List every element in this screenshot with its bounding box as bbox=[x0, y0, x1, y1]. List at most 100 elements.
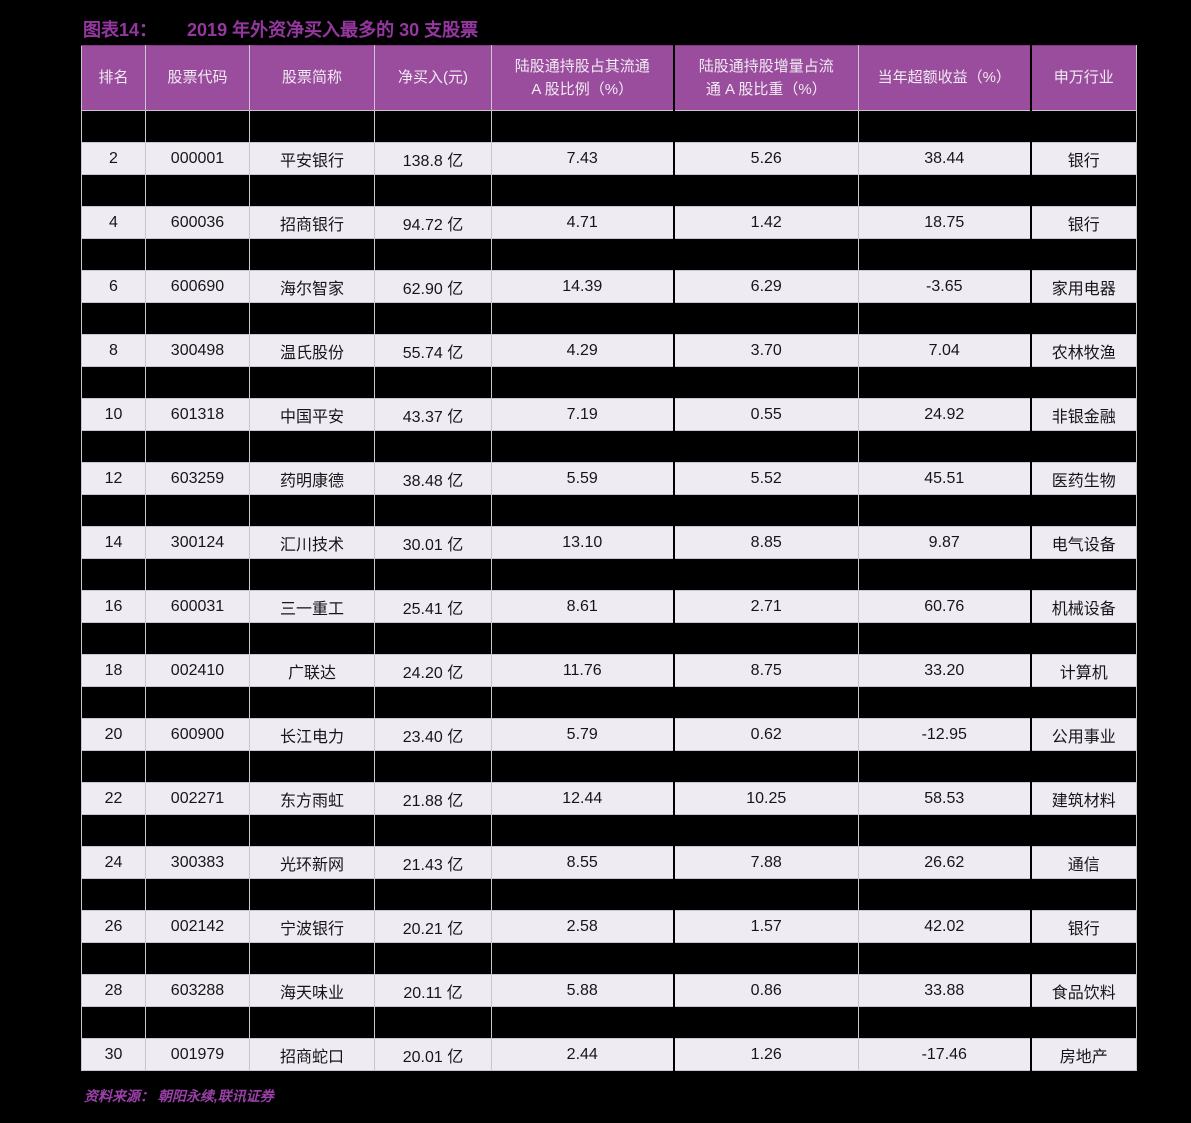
cell-holding-pct bbox=[491, 366, 674, 399]
cell-name: 海尔智家 bbox=[249, 270, 375, 303]
cell-rank: 2 bbox=[81, 142, 146, 175]
cell-excess-return: 33.20 bbox=[858, 654, 1031, 687]
cell-increment-pct bbox=[672, 174, 859, 207]
cell-holding-pct: 13.10 bbox=[491, 526, 674, 559]
table-row: 30 001979 招商蛇口 20.01 亿 2.44 1.26 -17.46 房地产 bbox=[81, 1038, 1137, 1071]
table-row-redacted bbox=[81, 110, 1137, 143]
cell-industry bbox=[1029, 878, 1137, 911]
cell-industry: 建筑材料 bbox=[1029, 782, 1137, 815]
cell-industry: 电气设备 bbox=[1029, 526, 1137, 559]
cell-holding-pct: 5.88 bbox=[491, 974, 674, 1007]
cell-increment-pct bbox=[672, 366, 859, 399]
cell-excess-return: 45.51 bbox=[858, 462, 1031, 495]
cell-rank: 6 bbox=[81, 270, 146, 303]
cell-net-buy bbox=[374, 878, 492, 911]
cell-rank bbox=[81, 750, 146, 783]
cell-industry: 计算机 bbox=[1029, 654, 1137, 687]
cell-rank bbox=[81, 942, 146, 975]
cell-industry: 农林牧渔 bbox=[1029, 334, 1137, 367]
cell-increment-pct: 1.57 bbox=[672, 910, 859, 943]
cell-excess-return bbox=[858, 558, 1031, 591]
cell-rank: 22 bbox=[81, 782, 146, 815]
cell-increment-pct bbox=[672, 302, 859, 335]
cell-code bbox=[145, 430, 250, 463]
cell-holding-pct bbox=[491, 558, 674, 591]
cell-industry: 医药生物 bbox=[1029, 462, 1137, 495]
col-header-excess-return: 当年超额收益（%） bbox=[858, 45, 1031, 111]
col-header-industry: 申万行业 bbox=[1029, 45, 1137, 111]
figure-title: 图表14： 2019 年外资净买入最多的 30 支股票 bbox=[83, 16, 478, 42]
cell-code bbox=[145, 238, 250, 271]
cell-name bbox=[249, 430, 375, 463]
cell-name bbox=[249, 750, 375, 783]
cell-excess-return bbox=[858, 110, 1031, 143]
cell-industry bbox=[1029, 622, 1137, 655]
cell-increment-pct bbox=[672, 942, 859, 975]
table-row: 8 300498 温氏股份 55.74 亿 4.29 3.70 7.04 农林牧渔 bbox=[81, 334, 1137, 367]
cell-net-buy: 62.90 亿 bbox=[374, 270, 492, 303]
cell-name: 东方雨虹 bbox=[249, 782, 375, 815]
cell-net-buy bbox=[374, 494, 492, 527]
cell-excess-return bbox=[858, 174, 1031, 207]
cell-holding-pct bbox=[491, 1006, 674, 1039]
cell-rank bbox=[81, 814, 146, 847]
table-row: 16 600031 三一重工 25.41 亿 8.61 2.71 60.76 机械设备 bbox=[81, 590, 1137, 623]
cell-code bbox=[145, 878, 250, 911]
cell-holding-pct: 2.58 bbox=[491, 910, 674, 943]
cell-holding-pct: 5.59 bbox=[491, 462, 674, 495]
cell-net-buy bbox=[374, 174, 492, 207]
table-row-redacted bbox=[81, 558, 1137, 591]
cell-holding-pct: 12.44 bbox=[491, 782, 674, 815]
cell-code: 600690 bbox=[145, 270, 250, 303]
cell-rank: 26 bbox=[81, 910, 146, 943]
table-row-redacted bbox=[81, 686, 1137, 719]
cell-rank bbox=[81, 1006, 146, 1039]
table-row: 14 300124 汇川技术 30.01 亿 13.10 8.85 9.87 电气设备 bbox=[81, 526, 1137, 559]
cell-holding-pct bbox=[491, 174, 674, 207]
table-row-redacted bbox=[81, 1006, 1137, 1039]
table-row: 28 603288 海天味业 20.11 亿 5.88 0.86 33.88 食品饮料 bbox=[81, 974, 1137, 1007]
cell-holding-pct: 4.71 bbox=[491, 206, 674, 239]
cell-name: 广联达 bbox=[249, 654, 375, 687]
col-header-rank: 排名 bbox=[81, 45, 146, 111]
cell-industry bbox=[1029, 750, 1137, 783]
cell-code bbox=[145, 366, 250, 399]
cell-net-buy: 20.21 亿 bbox=[374, 910, 492, 943]
table-row: 6 600690 海尔智家 62.90 亿 14.39 6.29 -3.65 家用电器 bbox=[81, 270, 1137, 303]
cell-rank bbox=[81, 174, 146, 207]
cell-code: 300124 bbox=[145, 526, 250, 559]
cell-industry: 银行 bbox=[1029, 142, 1137, 175]
cell-excess-return: 26.62 bbox=[858, 846, 1031, 879]
cell-increment-pct: 5.52 bbox=[672, 462, 859, 495]
cell-net-buy: 23.40 亿 bbox=[374, 718, 492, 751]
cell-holding-pct bbox=[491, 878, 674, 911]
cell-net-buy bbox=[374, 814, 492, 847]
cell-holding-pct bbox=[491, 238, 674, 271]
cell-name bbox=[249, 942, 375, 975]
cell-code: 300383 bbox=[145, 846, 250, 879]
cell-holding-pct: 14.39 bbox=[491, 270, 674, 303]
cell-name: 招商银行 bbox=[249, 206, 375, 239]
table-row-redacted bbox=[81, 622, 1137, 655]
cell-increment-pct: 8.85 bbox=[672, 526, 859, 559]
cell-industry: 非银金融 bbox=[1029, 398, 1137, 431]
cell-increment-pct bbox=[672, 814, 859, 847]
cell-code bbox=[145, 942, 250, 975]
cell-excess-return: 38.44 bbox=[858, 142, 1031, 175]
cell-holding-pct: 7.19 bbox=[491, 398, 674, 431]
cell-rank: 16 bbox=[81, 590, 146, 623]
cell-code: 603259 bbox=[145, 462, 250, 495]
cell-code bbox=[145, 110, 250, 143]
table-header: 排名 股票代码 股票简称 净买入(元) 陆股通持股占其流通 A 股比例（%） 陆… bbox=[81, 45, 1137, 111]
cell-excess-return bbox=[858, 814, 1031, 847]
cell-net-buy: 20.11 亿 bbox=[374, 974, 492, 1007]
cell-code: 001979 bbox=[145, 1038, 250, 1071]
cell-excess-return: 33.88 bbox=[858, 974, 1031, 1007]
cell-excess-return bbox=[858, 1006, 1031, 1039]
cell-holding-pct bbox=[491, 750, 674, 783]
cell-net-buy bbox=[374, 238, 492, 271]
cell-rank bbox=[81, 430, 146, 463]
cell-excess-return: -3.65 bbox=[858, 270, 1031, 303]
cell-industry bbox=[1029, 366, 1137, 399]
cell-holding-pct bbox=[491, 942, 674, 975]
